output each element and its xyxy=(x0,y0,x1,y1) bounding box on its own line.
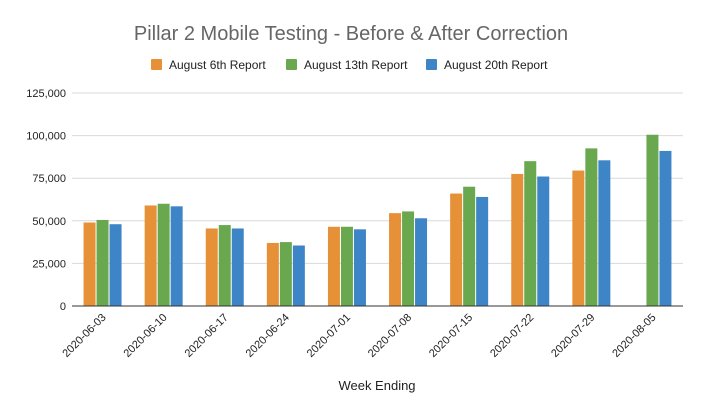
bar xyxy=(96,219,109,306)
legend: August 6th Report August 13th Report Augus… xyxy=(151,58,548,72)
x-tick-label: 2020-07-29 xyxy=(549,312,597,360)
x-tick-label: 2020-07-08 xyxy=(366,312,414,360)
y-tick-label: 50,000 xyxy=(32,216,66,228)
bar xyxy=(109,224,122,306)
bar xyxy=(598,160,611,306)
x-tick-label: 2020-07-22 xyxy=(488,312,536,360)
bar xyxy=(463,186,476,306)
bar xyxy=(231,228,244,306)
x-axis-ticks: 2020-06-03 2020-06-10 2020-06-17 2020-06-24… xyxy=(60,312,658,360)
bar xyxy=(402,211,415,306)
y-tick-label: 0 xyxy=(60,301,66,313)
bar xyxy=(511,173,524,306)
bar xyxy=(218,225,231,306)
legend-swatch xyxy=(151,59,162,70)
bar xyxy=(415,218,428,306)
legend-label: August 20th Report xyxy=(444,58,548,72)
bar xyxy=(170,206,183,306)
bar xyxy=(572,170,585,306)
bar xyxy=(157,203,170,306)
bar xyxy=(537,176,550,306)
y-tick-label: 75,000 xyxy=(32,173,66,185)
bar xyxy=(279,242,292,306)
y-tick-label: 25,000 xyxy=(32,258,66,270)
bar xyxy=(585,148,598,306)
x-axis-label: Week Ending xyxy=(338,378,415,393)
bar xyxy=(266,242,279,306)
legend-label: August 6th Report xyxy=(169,58,266,72)
x-tick-label: 2020-06-03 xyxy=(60,312,108,360)
bar xyxy=(450,193,463,306)
bar xyxy=(476,196,489,306)
y-axis-ticks: 0 25,000 50,000 75,000 100,000 125,000 xyxy=(26,88,66,313)
bar xyxy=(659,150,672,306)
y-tick-label: 100,000 xyxy=(26,131,66,143)
bar xyxy=(292,245,305,306)
legend-item: August 20th Report xyxy=(426,58,548,72)
bar xyxy=(353,229,366,306)
legend-item: August 13th Report xyxy=(286,58,408,72)
chart-title: Pillar 2 Mobile Testing - Before & After… xyxy=(134,23,568,45)
bar xyxy=(144,205,157,306)
legend-swatch xyxy=(286,59,297,70)
x-tick-label: 2020-07-15 xyxy=(427,312,475,360)
x-tick-label: 2020-07-01 xyxy=(305,312,353,360)
bar xyxy=(389,213,402,306)
bar xyxy=(340,226,353,306)
legend-swatch xyxy=(426,59,437,70)
y-tick-label: 125,000 xyxy=(26,88,66,100)
legend-item: August 6th Report xyxy=(151,58,266,72)
bar xyxy=(646,134,659,306)
x-tick-label: 2020-06-24 xyxy=(244,312,292,360)
bar xyxy=(327,226,340,306)
bar xyxy=(83,222,96,306)
x-tick-label: 2020-08-05 xyxy=(610,312,658,360)
bar xyxy=(205,228,218,306)
bar xyxy=(524,161,537,306)
x-tick-label: 2020-06-17 xyxy=(183,312,231,360)
bars xyxy=(83,134,672,306)
x-tick-label: 2020-06-10 xyxy=(121,312,169,360)
legend-label: August 13th Report xyxy=(304,58,408,72)
